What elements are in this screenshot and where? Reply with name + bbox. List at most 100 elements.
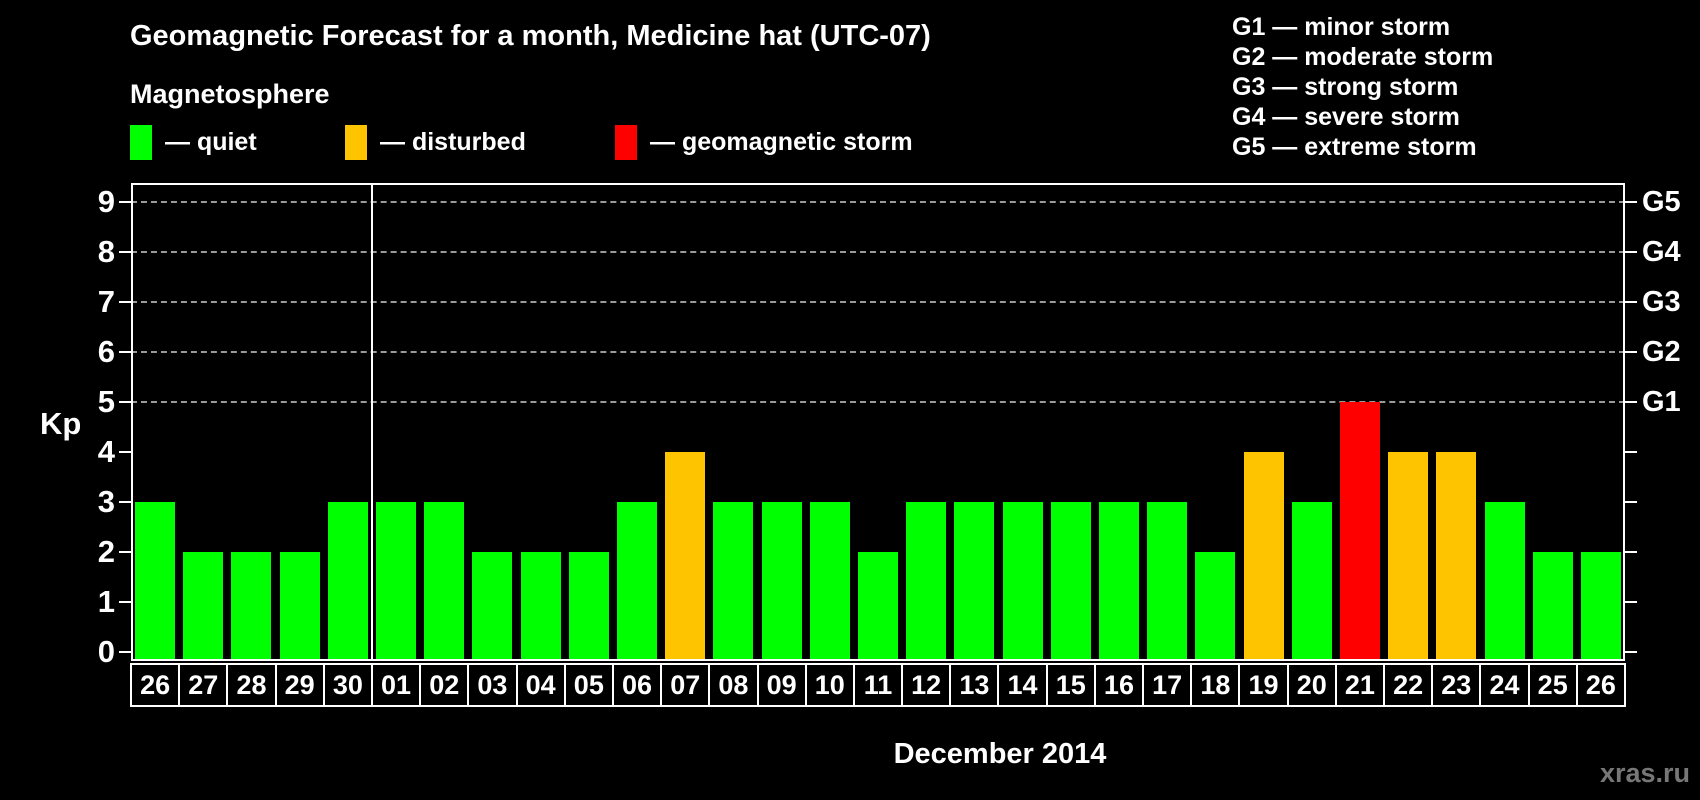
g-scale-legend-line: G4 — severe storm (1232, 103, 1460, 131)
y-tick-label: 2 (97, 534, 115, 569)
right-axis-tick (1625, 351, 1637, 353)
day-label: 30 (322, 663, 373, 707)
y-tick-label: 9 (97, 184, 115, 219)
x-axis-title: December 2014 (893, 738, 1107, 770)
bar-day-10 (809, 502, 850, 661)
bar-day-25 (1532, 552, 1573, 661)
y-tick-label: 6 (97, 334, 115, 369)
day-label: 11 (852, 663, 904, 707)
day-label: 05 (563, 663, 614, 707)
right-axis-tick (1625, 201, 1637, 203)
right-axis-tick (1625, 651, 1637, 653)
bar-day-26 (1580, 552, 1621, 661)
bar-day-29 (279, 552, 320, 661)
legend-label-quiet: — quiet (165, 127, 257, 156)
g-scale-legend-line: G5 — extreme storm (1232, 133, 1477, 161)
day-label: 17 (1142, 663, 1193, 707)
bar-day-13 (954, 502, 995, 661)
day-label: 07 (660, 663, 711, 707)
bar-day-23 (1436, 452, 1477, 661)
bar-day-03 (472, 552, 513, 661)
watermark: xras.ru (1599, 758, 1690, 788)
day-label: 03 (467, 663, 518, 707)
day-label: 29 (274, 663, 325, 707)
right-axis-tick (1625, 301, 1637, 303)
y-tick-label: 7 (97, 284, 115, 319)
day-label: 15 (1045, 663, 1096, 707)
gridline-kp9-line (131, 201, 1625, 203)
y-tick-label: 3 (97, 484, 115, 519)
bar-day-09 (761, 502, 802, 661)
right-axis-tick (1625, 251, 1637, 253)
y-tick-label: 8 (97, 234, 115, 269)
bar-day-27 (183, 552, 224, 661)
chart-title: Geomagnetic Forecast for a month, Medici… (130, 20, 931, 52)
day-label: 20 (1286, 663, 1337, 707)
day-label: 14 (997, 663, 1048, 707)
y-axis-tick (119, 201, 131, 203)
right-axis-tick (1625, 501, 1637, 503)
plot-border (131, 183, 1625, 661)
day-label: 28 (226, 663, 277, 707)
magnetosphere-label: Magnetosphere (130, 79, 330, 109)
bar-day-30 (327, 502, 368, 661)
bar-day-16 (1098, 502, 1139, 661)
day-label: 12 (901, 663, 952, 707)
y-axis-tick (119, 301, 131, 303)
bar-day-11 (858, 552, 898, 661)
bar-day-15 (1050, 502, 1091, 661)
y-tick-label: 5 (97, 384, 115, 419)
y-axis-tick (119, 651, 131, 653)
gridline-kp8-line (131, 251, 1625, 253)
bar-day-01 (376, 502, 417, 661)
gridline-kp5-line (131, 401, 1625, 403)
bar-day-20 (1291, 502, 1332, 661)
g-axis-label-g5: G5 (1642, 186, 1681, 218)
day-label: 25 (1527, 663, 1578, 707)
bar-day-26 (135, 502, 176, 661)
y-axis-tick (119, 451, 131, 453)
y-tick-label: 1 (97, 584, 115, 619)
month-boundary-line (370, 183, 373, 661)
day-label: 09 (756, 663, 807, 707)
bar-day-08 (713, 502, 754, 661)
day-label: 19 (1238, 663, 1289, 707)
day-label: 21 (1334, 663, 1386, 707)
g-axis-label-g4: G4 (1642, 236, 1681, 268)
day-label: 22 (1383, 663, 1434, 707)
right-axis-tick (1625, 551, 1637, 553)
g-axis-label-g2: G2 (1642, 336, 1681, 368)
y-axis-label: Kp (40, 406, 82, 441)
day-label: 02 (419, 663, 470, 707)
right-axis-tick (1625, 451, 1637, 453)
storm-color-swatch (615, 124, 637, 160)
y-tick-label: 4 (97, 434, 115, 469)
g-axis-label-g3: G3 (1642, 286, 1681, 318)
y-axis-tick (119, 401, 131, 403)
right-axis-tick (1625, 401, 1637, 403)
right-axis-tick (1625, 601, 1637, 603)
gridline-kp6-line (131, 351, 1625, 353)
bar-day-07 (665, 452, 706, 661)
g-scale-legend-line: G1 — minor storm (1232, 13, 1451, 41)
bar-day-21 (1339, 402, 1380, 661)
day-label: 26 (1575, 663, 1626, 707)
legend-item-disturbed: — disturbed (345, 124, 526, 160)
bar-day-17 (1147, 502, 1188, 661)
bar-day-22 (1388, 452, 1429, 661)
quiet-color-swatch (130, 124, 152, 160)
day-label: 24 (1479, 663, 1530, 707)
bar-day-02 (424, 502, 465, 661)
legend-label-disturbed: — disturbed (380, 127, 526, 156)
bar-day-28 (231, 552, 272, 661)
day-label: 18 (1190, 663, 1241, 707)
day-label: 16 (1093, 663, 1145, 707)
y-axis-tick (119, 601, 131, 603)
bar-day-05 (568, 552, 609, 661)
g-scale-legend-line: G2 — moderate storm (1232, 43, 1494, 71)
g-scale-legend: G1 — minor storm G2 — moderate storm G3 — … (1232, 12, 1493, 162)
bar-day-12 (906, 502, 947, 661)
legend-item-quiet: — quiet (130, 124, 257, 160)
legend-label-storm: — geomagnetic storm (650, 127, 913, 156)
